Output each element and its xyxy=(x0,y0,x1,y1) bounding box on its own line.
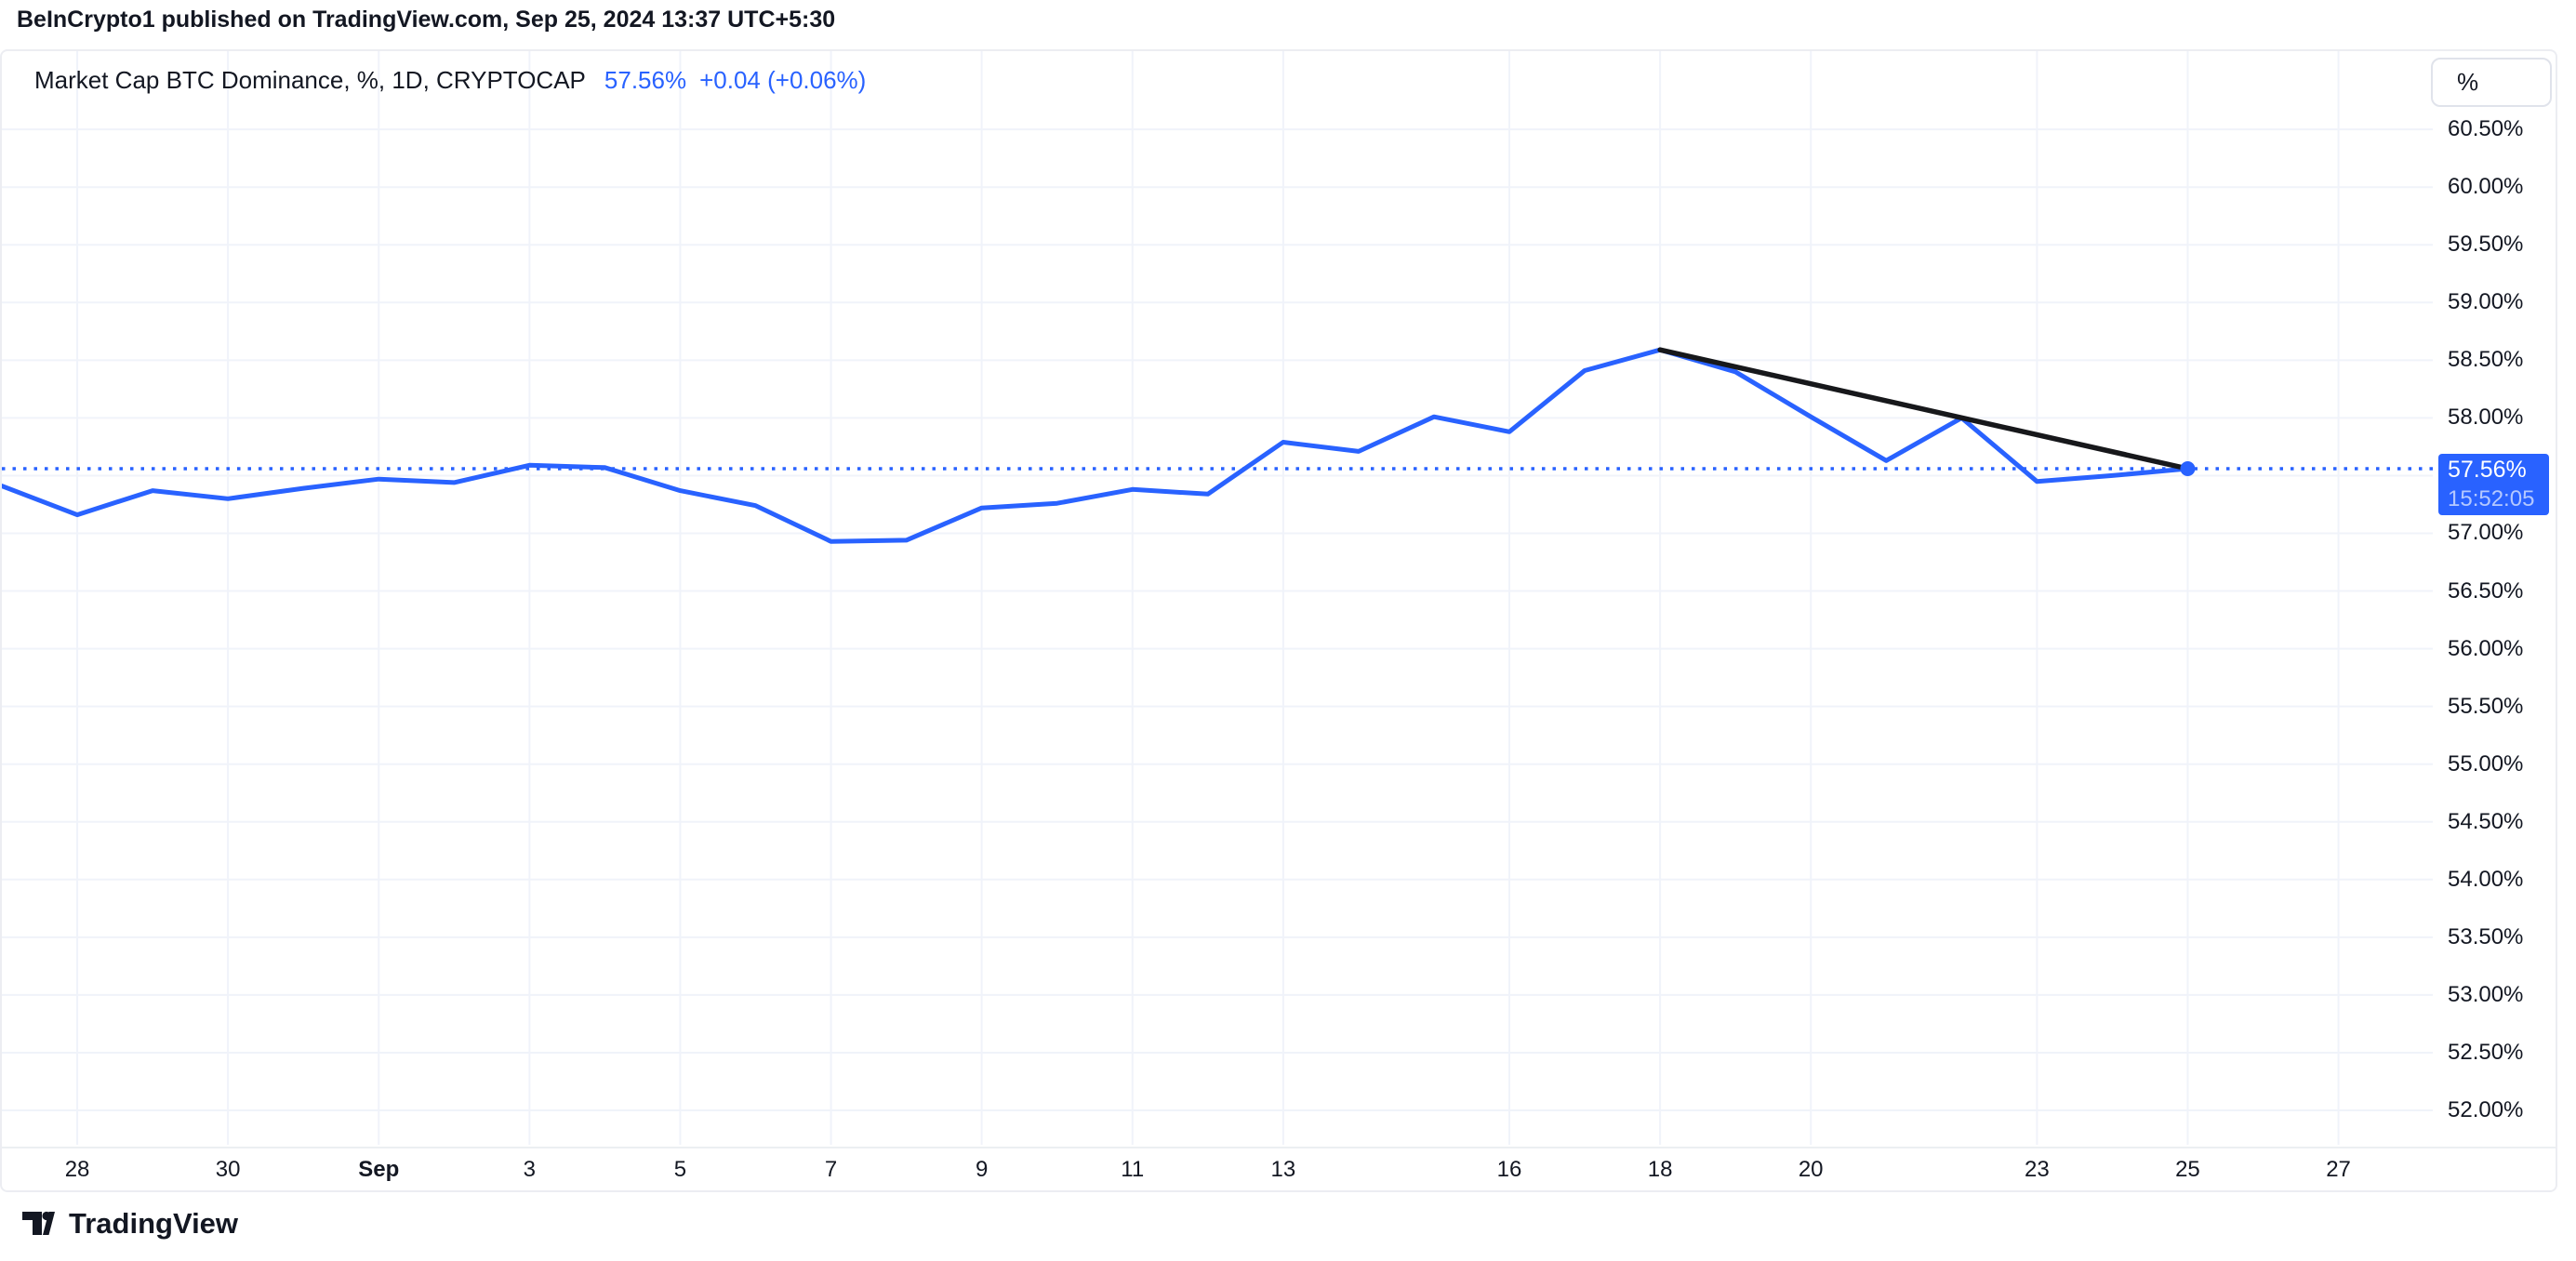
price-scale-label: 56.50% xyxy=(2448,577,2524,604)
time-axis-label: 9 xyxy=(975,1157,989,1182)
price-scale-label: 57.00% xyxy=(2448,520,2524,546)
time-axis-label: 18 xyxy=(1647,1157,1673,1182)
unit-button-label: % xyxy=(2457,68,2479,96)
time-axis-label: 20 xyxy=(1798,1157,1824,1182)
time-axis-label: 16 xyxy=(1496,1157,1522,1182)
tradingview-attribution[interactable]: TradingView xyxy=(21,1207,238,1241)
price-scale-label: 56.00% xyxy=(2448,635,2524,661)
price-scale-label: 54.50% xyxy=(2448,808,2524,834)
price-scale-unit-button[interactable]: % xyxy=(2431,58,2552,107)
time-axis-label: 25 xyxy=(2175,1157,2200,1182)
time-axis-label: 27 xyxy=(2326,1157,2351,1182)
time-axis-label: 30 xyxy=(215,1157,241,1182)
time-axis-label: 3 xyxy=(523,1157,537,1182)
tradingview-logo-icon xyxy=(22,1211,55,1235)
price-scale-label: 60.00% xyxy=(2448,174,2524,200)
time-axis[interactable]: 28 30 Sep 3 5 7 9 11 13 16 18 20 23 25 27 xyxy=(2,1147,2556,1191)
time-axis-label: 23 xyxy=(2024,1157,2050,1182)
price-scale-label: 52.00% xyxy=(2448,1096,2524,1122)
time-axis-label: 5 xyxy=(673,1157,687,1182)
horizontal-gridlines xyxy=(2,128,2433,1111)
vertical-gridlines xyxy=(76,51,2340,1145)
price-scale-label: 52.50% xyxy=(2448,1039,2524,1065)
current-price-badge: 57.56% 15:52:05 xyxy=(2438,454,2549,515)
price-scale-label: 58.50% xyxy=(2448,347,2524,373)
time-axis-label: 7 xyxy=(824,1157,838,1182)
time-axis-label: 28 xyxy=(64,1157,90,1182)
price-scale-label: 60.50% xyxy=(2448,116,2524,142)
price-scale-label: 54.00% xyxy=(2448,866,2524,892)
trendline[interactable] xyxy=(1657,347,2191,471)
price-scale-label: 55.00% xyxy=(2448,750,2524,777)
current-price-value: 57.56% xyxy=(2448,457,2527,483)
price-scale-label: 53.50% xyxy=(2448,923,2524,949)
tradingview-brand-text: TradingView xyxy=(69,1207,239,1240)
legend-change-value: +0.04 (+0.06%) xyxy=(699,66,867,94)
legend-title: Market Cap BTC Dominance, %, 1D, CRYPTOC… xyxy=(34,66,586,94)
price-scale-label: 53.00% xyxy=(2448,981,2524,1007)
time-axis-label: 11 xyxy=(1121,1157,1145,1182)
legend-last-value: 57.56% xyxy=(604,66,687,94)
chart-legend[interactable]: Market Cap BTC Dominance, %, 1D, CRYPTOC… xyxy=(34,66,866,95)
price-scale-label: 55.50% xyxy=(2448,693,2524,719)
chart-plot-area[interactable] xyxy=(2,51,2556,1145)
time-axis-label: 13 xyxy=(1270,1157,1296,1182)
chart-widget: Market Cap BTC Dominance, %, 1D, CRYPTOC… xyxy=(0,49,2557,1192)
price-scale-label: 59.00% xyxy=(2448,289,2524,315)
dominance-line-series xyxy=(2,347,2190,544)
price-scale-label: 58.00% xyxy=(2448,405,2524,431)
last-point-marker xyxy=(2180,461,2196,476)
attribution-text: BeInCrypto1 published on TradingView.com… xyxy=(17,7,836,33)
current-price-countdown: 15:52:05 xyxy=(2448,486,2535,511)
time-axis-label: Sep xyxy=(358,1157,400,1182)
price-scale-label: 59.50% xyxy=(2448,232,2524,258)
